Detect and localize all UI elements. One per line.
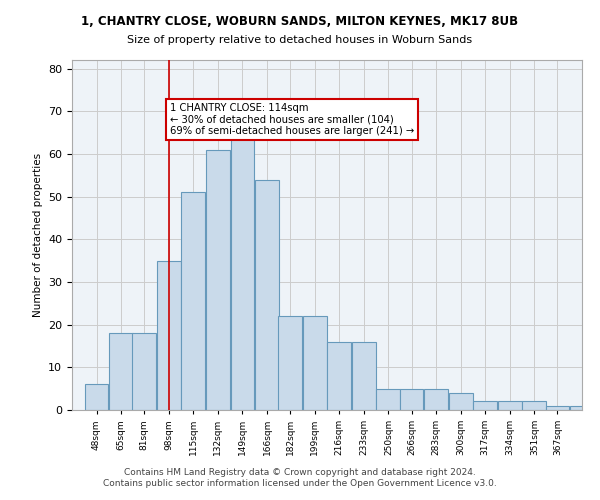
Text: Size of property relative to detached houses in Woburn Sands: Size of property relative to detached ho…	[127, 35, 473, 45]
Text: Contains HM Land Registry data © Crown copyright and database right 2024.
Contai: Contains HM Land Registry data © Crown c…	[103, 468, 497, 487]
Bar	[352, 342, 376, 410]
Bar	[424, 388, 448, 410]
Text: 1, CHANTRY CLOSE, WOBURN SANDS, MILTON KEYNES, MK17 8UB: 1, CHANTRY CLOSE, WOBURN SANDS, MILTON K…	[82, 15, 518, 28]
Bar	[400, 388, 424, 410]
Bar	[449, 393, 473, 410]
Bar	[376, 388, 400, 410]
Bar	[278, 316, 302, 410]
Bar	[473, 402, 497, 410]
Bar	[206, 150, 230, 410]
Bar	[157, 260, 181, 410]
Y-axis label: Number of detached properties: Number of detached properties	[32, 153, 43, 317]
Bar	[181, 192, 205, 410]
Bar	[109, 333, 133, 410]
Bar	[498, 402, 521, 410]
Bar	[570, 406, 594, 410]
Bar	[523, 402, 546, 410]
Bar	[85, 384, 109, 410]
Bar	[255, 180, 279, 410]
Text: 1 CHANTRY CLOSE: 114sqm
← 30% of detached houses are smaller (104)
69% of semi-d: 1 CHANTRY CLOSE: 114sqm ← 30% of detache…	[170, 102, 415, 136]
Bar	[545, 406, 569, 410]
Bar	[133, 333, 156, 410]
Bar	[328, 342, 351, 410]
Bar	[230, 137, 254, 410]
Bar	[303, 316, 326, 410]
